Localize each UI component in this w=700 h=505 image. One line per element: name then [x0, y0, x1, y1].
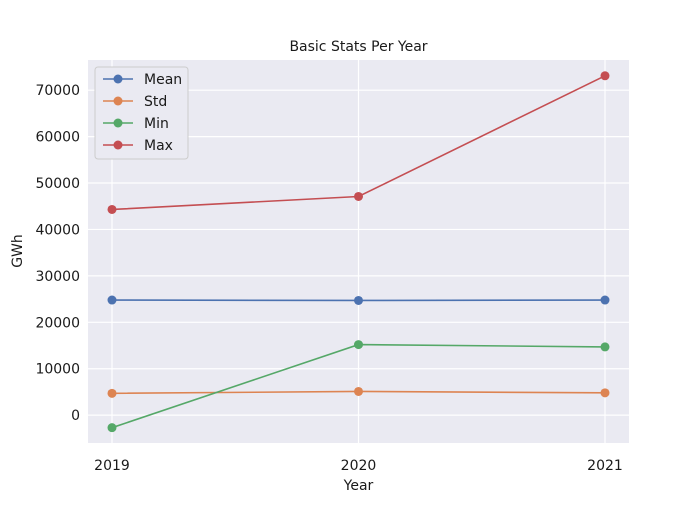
- legend: Mean Std Min Max: [95, 67, 188, 159]
- data-point-min: [601, 342, 610, 351]
- legend-label-max: Max: [144, 138, 173, 154]
- y-tick-label: 20000: [35, 315, 80, 331]
- y-tick-label: 70000: [35, 83, 80, 99]
- y-tick-label: 50000: [35, 176, 80, 192]
- x-tick-label: 2019: [94, 458, 130, 474]
- y-tick-label: 60000: [35, 130, 80, 146]
- y-tick-label: 10000: [35, 362, 80, 378]
- y-tick-label: 30000: [35, 269, 80, 285]
- legend-marker-min: [114, 119, 123, 128]
- data-point-max: [108, 205, 117, 214]
- legend-label-std: Std: [144, 94, 167, 110]
- x-tick-label: 2020: [341, 458, 377, 474]
- data-point-mean: [108, 296, 117, 305]
- data-point-mean: [601, 296, 610, 305]
- legend-label-mean: Mean: [144, 72, 182, 88]
- data-point-min: [108, 423, 117, 432]
- chart-title: Basic Stats Per Year: [289, 39, 427, 55]
- data-point-std: [354, 387, 363, 396]
- data-point-mean: [354, 296, 363, 305]
- x-tick-label: 2021: [587, 458, 623, 474]
- data-point-max: [354, 192, 363, 201]
- x-axis-label: Year: [343, 478, 374, 494]
- y-tick-label: 40000: [35, 222, 80, 238]
- legend-label-min: Min: [144, 116, 169, 132]
- y-axis-label: GWh: [10, 234, 26, 268]
- data-point-max: [601, 71, 610, 80]
- data-point-std: [108, 389, 117, 398]
- legend-marker-mean: [114, 75, 123, 84]
- data-point-std: [601, 388, 610, 397]
- y-tick-label: 0: [71, 408, 80, 424]
- data-point-min: [354, 340, 363, 349]
- legend-marker-std: [114, 97, 123, 106]
- legend-marker-max: [114, 141, 123, 150]
